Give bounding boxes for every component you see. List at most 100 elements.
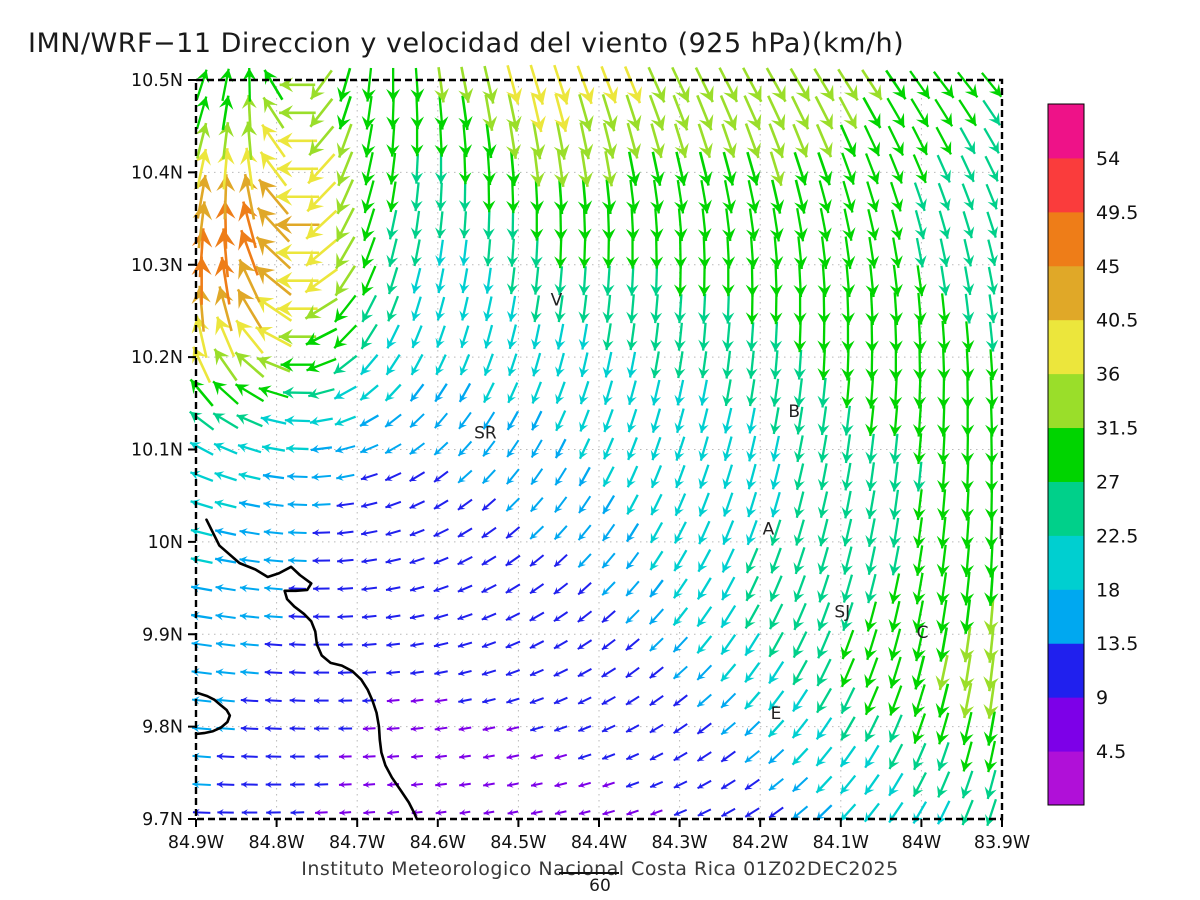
wind-arrow — [190, 555, 213, 565]
wind-arrow — [506, 209, 520, 240]
wind-arrow-head — [531, 366, 541, 377]
colorbar-segment[interactable] — [1048, 697, 1084, 752]
wind-arrow-head — [889, 507, 902, 520]
wind-arrow — [385, 557, 401, 565]
wind-arrow — [385, 353, 401, 376]
colorbar-segment[interactable] — [1048, 157, 1084, 213]
wind-arrow-head — [793, 700, 803, 712]
wind-arrow — [890, 209, 903, 240]
colorbar-segment[interactable] — [1048, 751, 1084, 806]
wind-arrow-head — [262, 443, 272, 453]
colorbar-segment[interactable] — [1048, 104, 1084, 159]
wind-arrow-head — [626, 114, 642, 131]
wind-arrow-head — [410, 116, 425, 130]
wind-arrow-head — [530, 255, 543, 268]
wind-arrow — [387, 809, 400, 816]
wind-arrow-head — [745, 616, 756, 629]
wind-arrow-head — [482, 725, 490, 732]
wind-arrow-head — [792, 783, 802, 792]
wind-arrow-head — [865, 479, 878, 491]
wind-arrow-head — [746, 367, 758, 379]
colorbar-segment[interactable] — [1048, 481, 1084, 536]
wind-arrow — [506, 180, 520, 214]
wind-arrow — [959, 711, 974, 746]
wind-arrow — [768, 748, 785, 765]
colorbar-segment[interactable] — [1048, 535, 1084, 590]
wind-arrow-head — [554, 256, 568, 269]
wind-arrow-head — [818, 170, 833, 186]
wind-arrow — [482, 239, 495, 267]
wind-arrow — [386, 181, 399, 213]
wind-arrow-head — [411, 337, 421, 348]
wind-arrow — [289, 697, 306, 704]
wind-arrow-head — [409, 558, 417, 565]
wind-arrow — [720, 779, 736, 790]
wind-arrow-head — [386, 337, 397, 349]
wind-arrow — [337, 67, 352, 102]
wind-arrow-head — [217, 148, 235, 165]
wind-arrow-head — [793, 284, 808, 298]
wind-arrow-head — [555, 421, 564, 431]
wind-arrow-head — [674, 114, 690, 131]
wind-arrow-head — [721, 754, 729, 762]
wind-arrow-head — [385, 529, 393, 537]
wind-arrow-head — [697, 671, 706, 680]
wind-arrow — [959, 599, 975, 634]
wind-arrow-head — [769, 644, 780, 657]
wind-arrow-head — [459, 337, 469, 348]
wind-arrow — [530, 753, 544, 760]
wind-arrow-head — [865, 396, 879, 409]
wind-arrow-head — [674, 422, 685, 433]
wind-arrow — [960, 544, 975, 578]
wind-arrow — [794, 179, 809, 214]
colorbar-tick-label: 22.5 — [1096, 525, 1138, 547]
wind-arrow-head — [434, 475, 442, 482]
wind-arrow-head — [721, 284, 735, 297]
colorbar-segment[interactable] — [1048, 373, 1084, 429]
wind-arrow — [912, 713, 927, 744]
coastline-path — [194, 691, 232, 736]
wind-arrow-head — [723, 85, 738, 102]
wind-arrow — [936, 742, 950, 772]
colorbar-segment[interactable] — [1048, 589, 1084, 644]
wind-arrow — [384, 472, 402, 482]
wind-arrow — [913, 320, 927, 354]
wind-arrow — [936, 154, 951, 183]
wind-arrow — [937, 461, 950, 493]
wind-arrow-head — [769, 367, 782, 380]
wind-arrow — [793, 378, 806, 408]
wind-arrow — [338, 697, 353, 704]
wind-arrow — [212, 412, 239, 430]
station-label: I — [998, 524, 1003, 544]
colorbar-segment[interactable] — [1048, 643, 1084, 698]
wind-arrow-head — [313, 585, 320, 593]
wind-arrow — [410, 153, 424, 184]
colorbar-segment[interactable] — [1048, 265, 1084, 321]
wind-arrow — [888, 628, 902, 661]
wind-arrow-head — [770, 199, 785, 214]
wind-arrow-head — [506, 475, 515, 485]
wind-arrow-head — [650, 587, 659, 598]
wind-arrow — [238, 499, 261, 509]
wind-arrow-head — [338, 697, 345, 704]
wind-arrow — [742, 67, 763, 103]
wind-arrow-head — [386, 226, 399, 240]
wind-arrow-head — [190, 442, 202, 453]
wind-arrow-head — [554, 698, 561, 705]
wind-arrow — [746, 151, 761, 186]
wind-arrow-head — [410, 419, 419, 428]
wind-arrow — [333, 324, 358, 349]
colorbar-segment[interactable] — [1048, 211, 1084, 267]
wind-arrow-head — [864, 729, 876, 742]
colorbar-segment[interactable] — [1048, 319, 1084, 375]
wind-arrow-head — [554, 753, 562, 760]
wind-arrow-head — [649, 726, 657, 733]
wind-arrow-head — [626, 560, 635, 569]
wind-arrow-head — [361, 585, 368, 593]
colorbar-segment[interactable] — [1048, 427, 1084, 482]
wind-arrow-head — [410, 725, 418, 732]
wind-arrow-head — [216, 696, 224, 705]
wind-arrow-head — [817, 590, 829, 603]
